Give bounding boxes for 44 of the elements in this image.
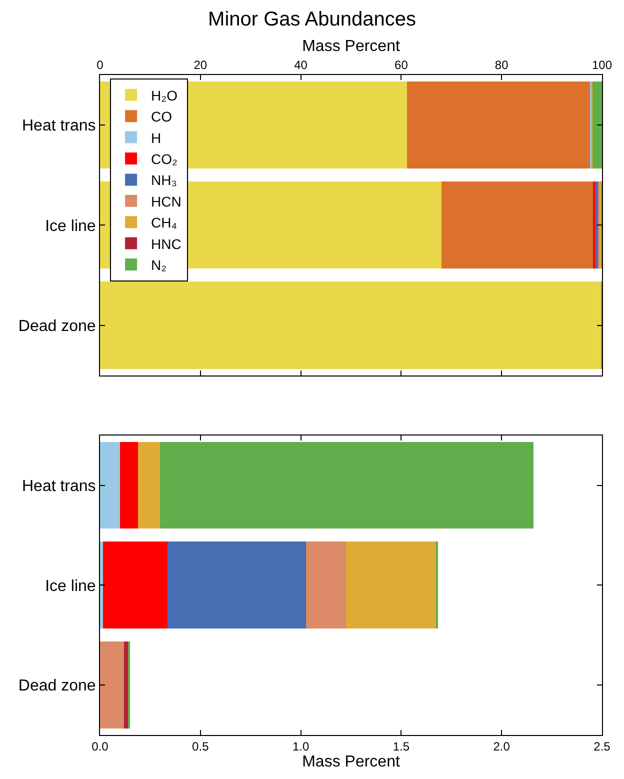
x-tick-label: 20 — [194, 58, 208, 72]
x-tick-label: 80 — [494, 58, 509, 72]
chart-title: Minor Gas Abundances — [208, 8, 416, 31]
legend-label: H — [151, 130, 162, 146]
y-tick-label: Heat trans — [22, 478, 96, 495]
legend-label: HNC — [151, 236, 182, 252]
legend-label: H₂O — [151, 87, 178, 104]
x-tick-label: 0.0 — [92, 739, 109, 754]
y-tick-label: Heat trans — [22, 118, 96, 135]
x-axis-title: Mass Percent — [302, 753, 400, 770]
legend-label: CO₂ — [151, 150, 178, 167]
bar — [346, 542, 437, 629]
x-tick-label: 100 — [592, 58, 612, 72]
legend-label: CO — [151, 108, 172, 125]
legend-label: NH₃ — [151, 172, 177, 188]
bar — [100, 542, 104, 629]
x-tick-label: 2.5 — [594, 739, 611, 754]
y-tick-label: Ice line — [45, 578, 96, 595]
x-axis-title: Mass Percent — [302, 38, 400, 56]
y-tick-label: Ice line — [45, 218, 96, 235]
bar — [407, 82, 591, 169]
bar — [160, 442, 534, 529]
bar — [100, 442, 120, 529]
bar — [120, 442, 138, 529]
x-tick-label: 60 — [394, 58, 408, 72]
y-tick-label: Dead zone — [18, 318, 96, 335]
legend-label: HCN — [151, 193, 182, 210]
x-tick-label: 1.5 — [392, 739, 410, 754]
x-tick-label: 1.0 — [292, 739, 310, 754]
bar — [592, 82, 602, 169]
bar — [306, 542, 346, 629]
bar — [103, 542, 168, 629]
x-tick-label: 0.5 — [192, 739, 210, 754]
legend-label: CH₄ — [151, 214, 178, 231]
x-tick-label: 2.0 — [493, 739, 510, 754]
bar — [167, 542, 306, 629]
bar — [441, 182, 594, 269]
x-tick-label: 0 — [96, 58, 104, 72]
legend-label: N₂ — [151, 256, 167, 273]
bar — [138, 442, 160, 529]
y-tick-label: Dead zone — [18, 678, 96, 695]
bar — [100, 282, 602, 369]
x-tick-label: 40 — [294, 58, 308, 72]
bar — [100, 642, 124, 729]
